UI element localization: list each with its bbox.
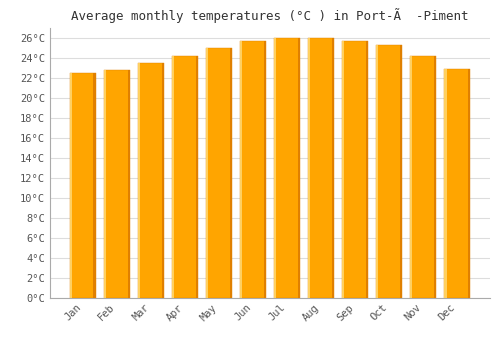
Bar (342, 41, 344, 298)
Bar (274, 38, 300, 298)
Bar (240, 41, 266, 298)
Bar (400, 45, 402, 298)
Bar (70, 73, 96, 298)
Bar (104, 70, 106, 298)
Bar (138, 63, 164, 298)
Bar (308, 38, 334, 298)
Bar (162, 63, 164, 298)
Bar (298, 38, 300, 298)
Bar (196, 56, 198, 298)
Bar (230, 48, 232, 298)
Bar (444, 69, 470, 298)
Bar (172, 56, 174, 298)
Bar (308, 38, 310, 298)
Bar (70, 73, 72, 298)
Bar (434, 56, 436, 298)
Bar (206, 48, 208, 298)
Bar (376, 45, 402, 298)
Bar (206, 48, 232, 298)
Bar (332, 38, 334, 298)
Bar (94, 73, 96, 298)
Bar (264, 41, 266, 298)
Bar (366, 41, 368, 298)
Bar (342, 41, 368, 298)
Bar (410, 56, 436, 298)
Title: Average monthly temperatures (°C ) in Port-Ã  -Piment: Average monthly temperatures (°C ) in Po… (72, 8, 469, 23)
Bar (274, 38, 276, 298)
Bar (240, 41, 242, 298)
Bar (376, 45, 378, 298)
Bar (468, 69, 470, 298)
Bar (172, 56, 198, 298)
Bar (410, 56, 412, 298)
Bar (444, 69, 446, 298)
Bar (128, 70, 130, 298)
Bar (138, 63, 140, 298)
Bar (104, 70, 130, 298)
